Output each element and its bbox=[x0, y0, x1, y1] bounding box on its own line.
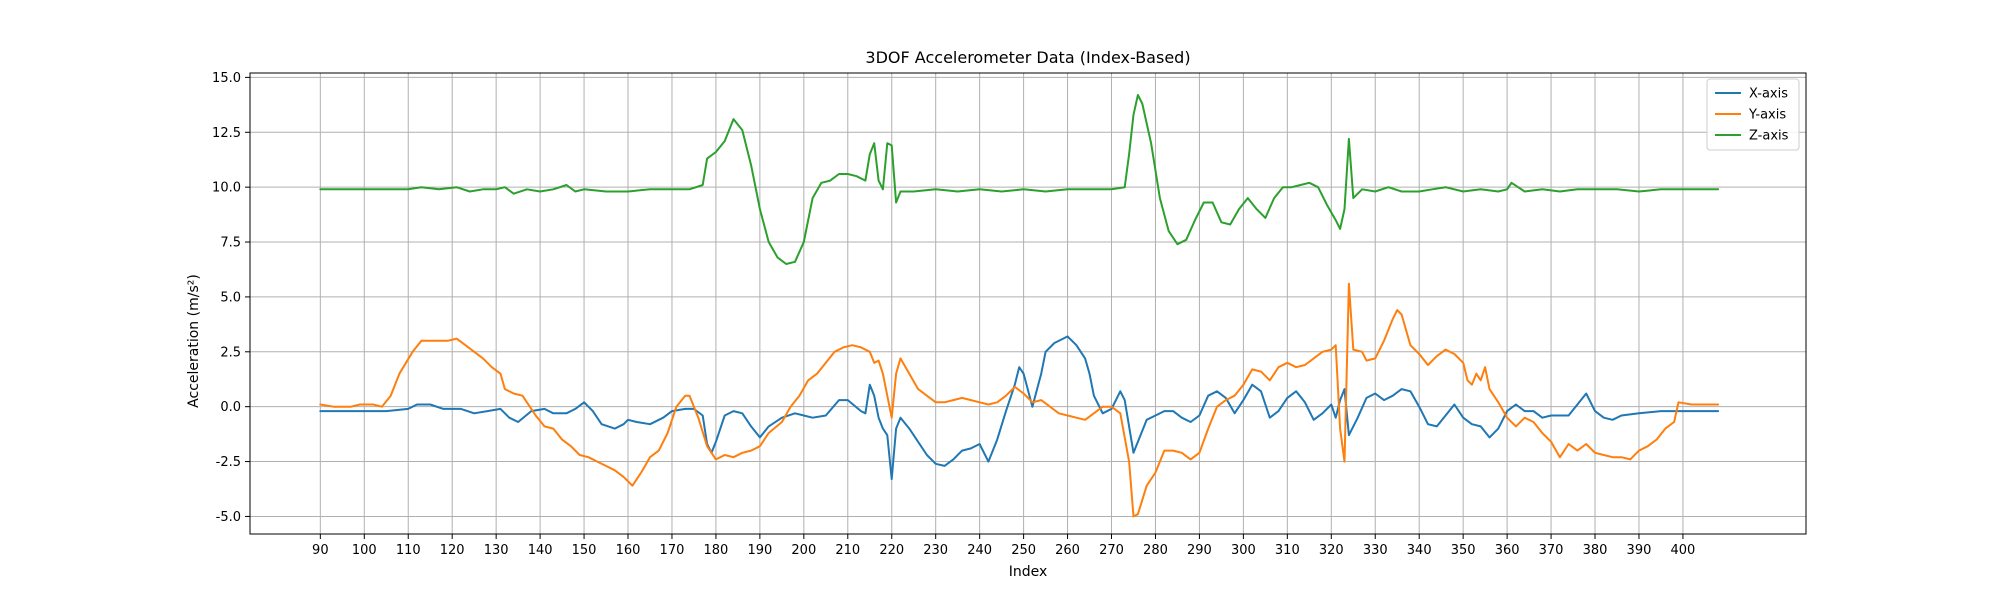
grid-lines bbox=[250, 73, 1806, 534]
x-tick-label: 240 bbox=[967, 543, 992, 558]
x-tick-label: 300 bbox=[1231, 543, 1256, 558]
x-tick-label: 330 bbox=[1363, 543, 1388, 558]
y-tick-label: 0.0 bbox=[220, 400, 241, 415]
x-tick-label: 380 bbox=[1583, 543, 1608, 558]
x-tick-label: 180 bbox=[704, 543, 729, 558]
series-line-z-axis bbox=[319, 94, 1720, 265]
data-series bbox=[319, 94, 1720, 518]
x-tick-label: 120 bbox=[440, 543, 465, 558]
x-tick-label: 270 bbox=[1099, 543, 1124, 558]
y-tick-label: 10.0 bbox=[212, 181, 241, 196]
x-tick-label: 100 bbox=[352, 543, 377, 558]
x-tick-label: 160 bbox=[616, 543, 641, 558]
x-tick-label: 110 bbox=[396, 543, 421, 558]
y-tick-label: 12.5 bbox=[212, 126, 241, 141]
y-tick-label: -2.5 bbox=[216, 455, 241, 470]
plot-frame bbox=[249, 72, 1807, 535]
x-tick-label: 200 bbox=[791, 543, 816, 558]
legend-box bbox=[1706, 78, 1800, 151]
x-tick-label: 320 bbox=[1319, 543, 1344, 558]
y-tick-label: 7.5 bbox=[220, 236, 241, 251]
x-tick-label: 350 bbox=[1451, 543, 1476, 558]
legend-entry-label: Z-axis bbox=[1749, 129, 1789, 144]
y-tick-label: 5.0 bbox=[220, 290, 241, 305]
x-tick-label: 210 bbox=[835, 543, 860, 558]
x-tick-label: 340 bbox=[1407, 543, 1432, 558]
x-tick-label: 360 bbox=[1495, 543, 1520, 558]
x-tick-label: 250 bbox=[1011, 543, 1036, 558]
x-tick-label: 150 bbox=[572, 543, 597, 558]
x-tick-label: 390 bbox=[1627, 543, 1652, 558]
x-tick-label: 140 bbox=[528, 543, 553, 558]
series-line-x-axis bbox=[319, 335, 1720, 481]
x-tick-label: 370 bbox=[1539, 543, 1564, 558]
x-tick-label: 130 bbox=[484, 543, 509, 558]
y-tick-label: -5.0 bbox=[216, 510, 241, 525]
x-tick-label: 260 bbox=[1055, 543, 1080, 558]
legend: X-axis Y-axis Z-axis bbox=[1706, 78, 1800, 151]
series-line-y-axis bbox=[319, 282, 1720, 518]
x-tick-label: 190 bbox=[747, 543, 772, 558]
x-tick-label: 170 bbox=[660, 543, 685, 558]
y-tick-label: 15.0 bbox=[212, 71, 241, 86]
x-tick-label: 310 bbox=[1275, 543, 1300, 558]
legend-entry-label: Y-axis bbox=[1748, 108, 1786, 123]
y-axis-label: Acceleration (m/s²) bbox=[186, 274, 202, 408]
legend-entry-label: X-axis bbox=[1749, 87, 1788, 102]
y-tick-label: 2.5 bbox=[220, 345, 241, 360]
x-tick-label: 230 bbox=[923, 543, 948, 558]
chart-title: 3DOF Accelerometer Data (Index-Based) bbox=[865, 48, 1190, 67]
x-tick-label: 280 bbox=[1143, 543, 1168, 558]
x-tick-label: 220 bbox=[879, 543, 904, 558]
x-tick-label: 290 bbox=[1187, 543, 1212, 558]
x-tick-label: 400 bbox=[1671, 543, 1696, 558]
x-axis-label: Index bbox=[1009, 564, 1048, 580]
axis-ticks: 90 100 110 120 130 140 150 160 170 180 190 200 210 22… bbox=[212, 71, 1695, 558]
x-tick-label: 90 bbox=[312, 543, 329, 558]
